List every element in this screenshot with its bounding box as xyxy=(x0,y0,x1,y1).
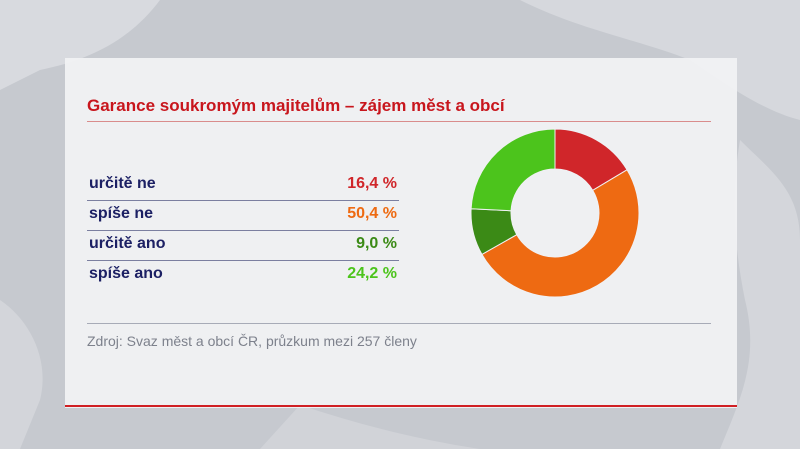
donut-chart xyxy=(470,128,640,298)
title-divider xyxy=(87,121,711,122)
legend-row-spise-ne: spíše ne 50,4 % xyxy=(87,200,399,231)
legend-label: určitě ne xyxy=(89,175,156,192)
legend-row-spise-ano: spíše ano 24,2 % xyxy=(87,260,399,290)
legend-value: 16,4 % xyxy=(347,175,397,192)
source-note: Zdroj: Svaz měst a obcí ČR, průzkum mezi… xyxy=(87,333,417,349)
card-bottom-accent xyxy=(65,405,737,407)
legend-label: určitě ano xyxy=(89,235,166,252)
donut-slice-4 xyxy=(470,128,556,212)
legend-label: spíše ne xyxy=(89,205,154,222)
source-divider xyxy=(87,323,711,324)
chart-title: Garance soukromým majitelům – zájem měst… xyxy=(87,96,505,115)
legend-value: 50,4 % xyxy=(347,205,397,222)
legend-row-urcite-ne: určitě ne 16,4 % xyxy=(87,170,399,201)
legend-value: 9,0 % xyxy=(356,235,397,252)
legend-label: spíše ano xyxy=(89,265,163,282)
chart-card: Garance soukromým majitelům – zájem měst… xyxy=(65,58,737,408)
legend-row-urcite-ano: určitě ano 9,0 % xyxy=(87,230,399,261)
donut-slice-2 xyxy=(481,169,640,298)
legend-value: 24,2 % xyxy=(347,265,397,282)
